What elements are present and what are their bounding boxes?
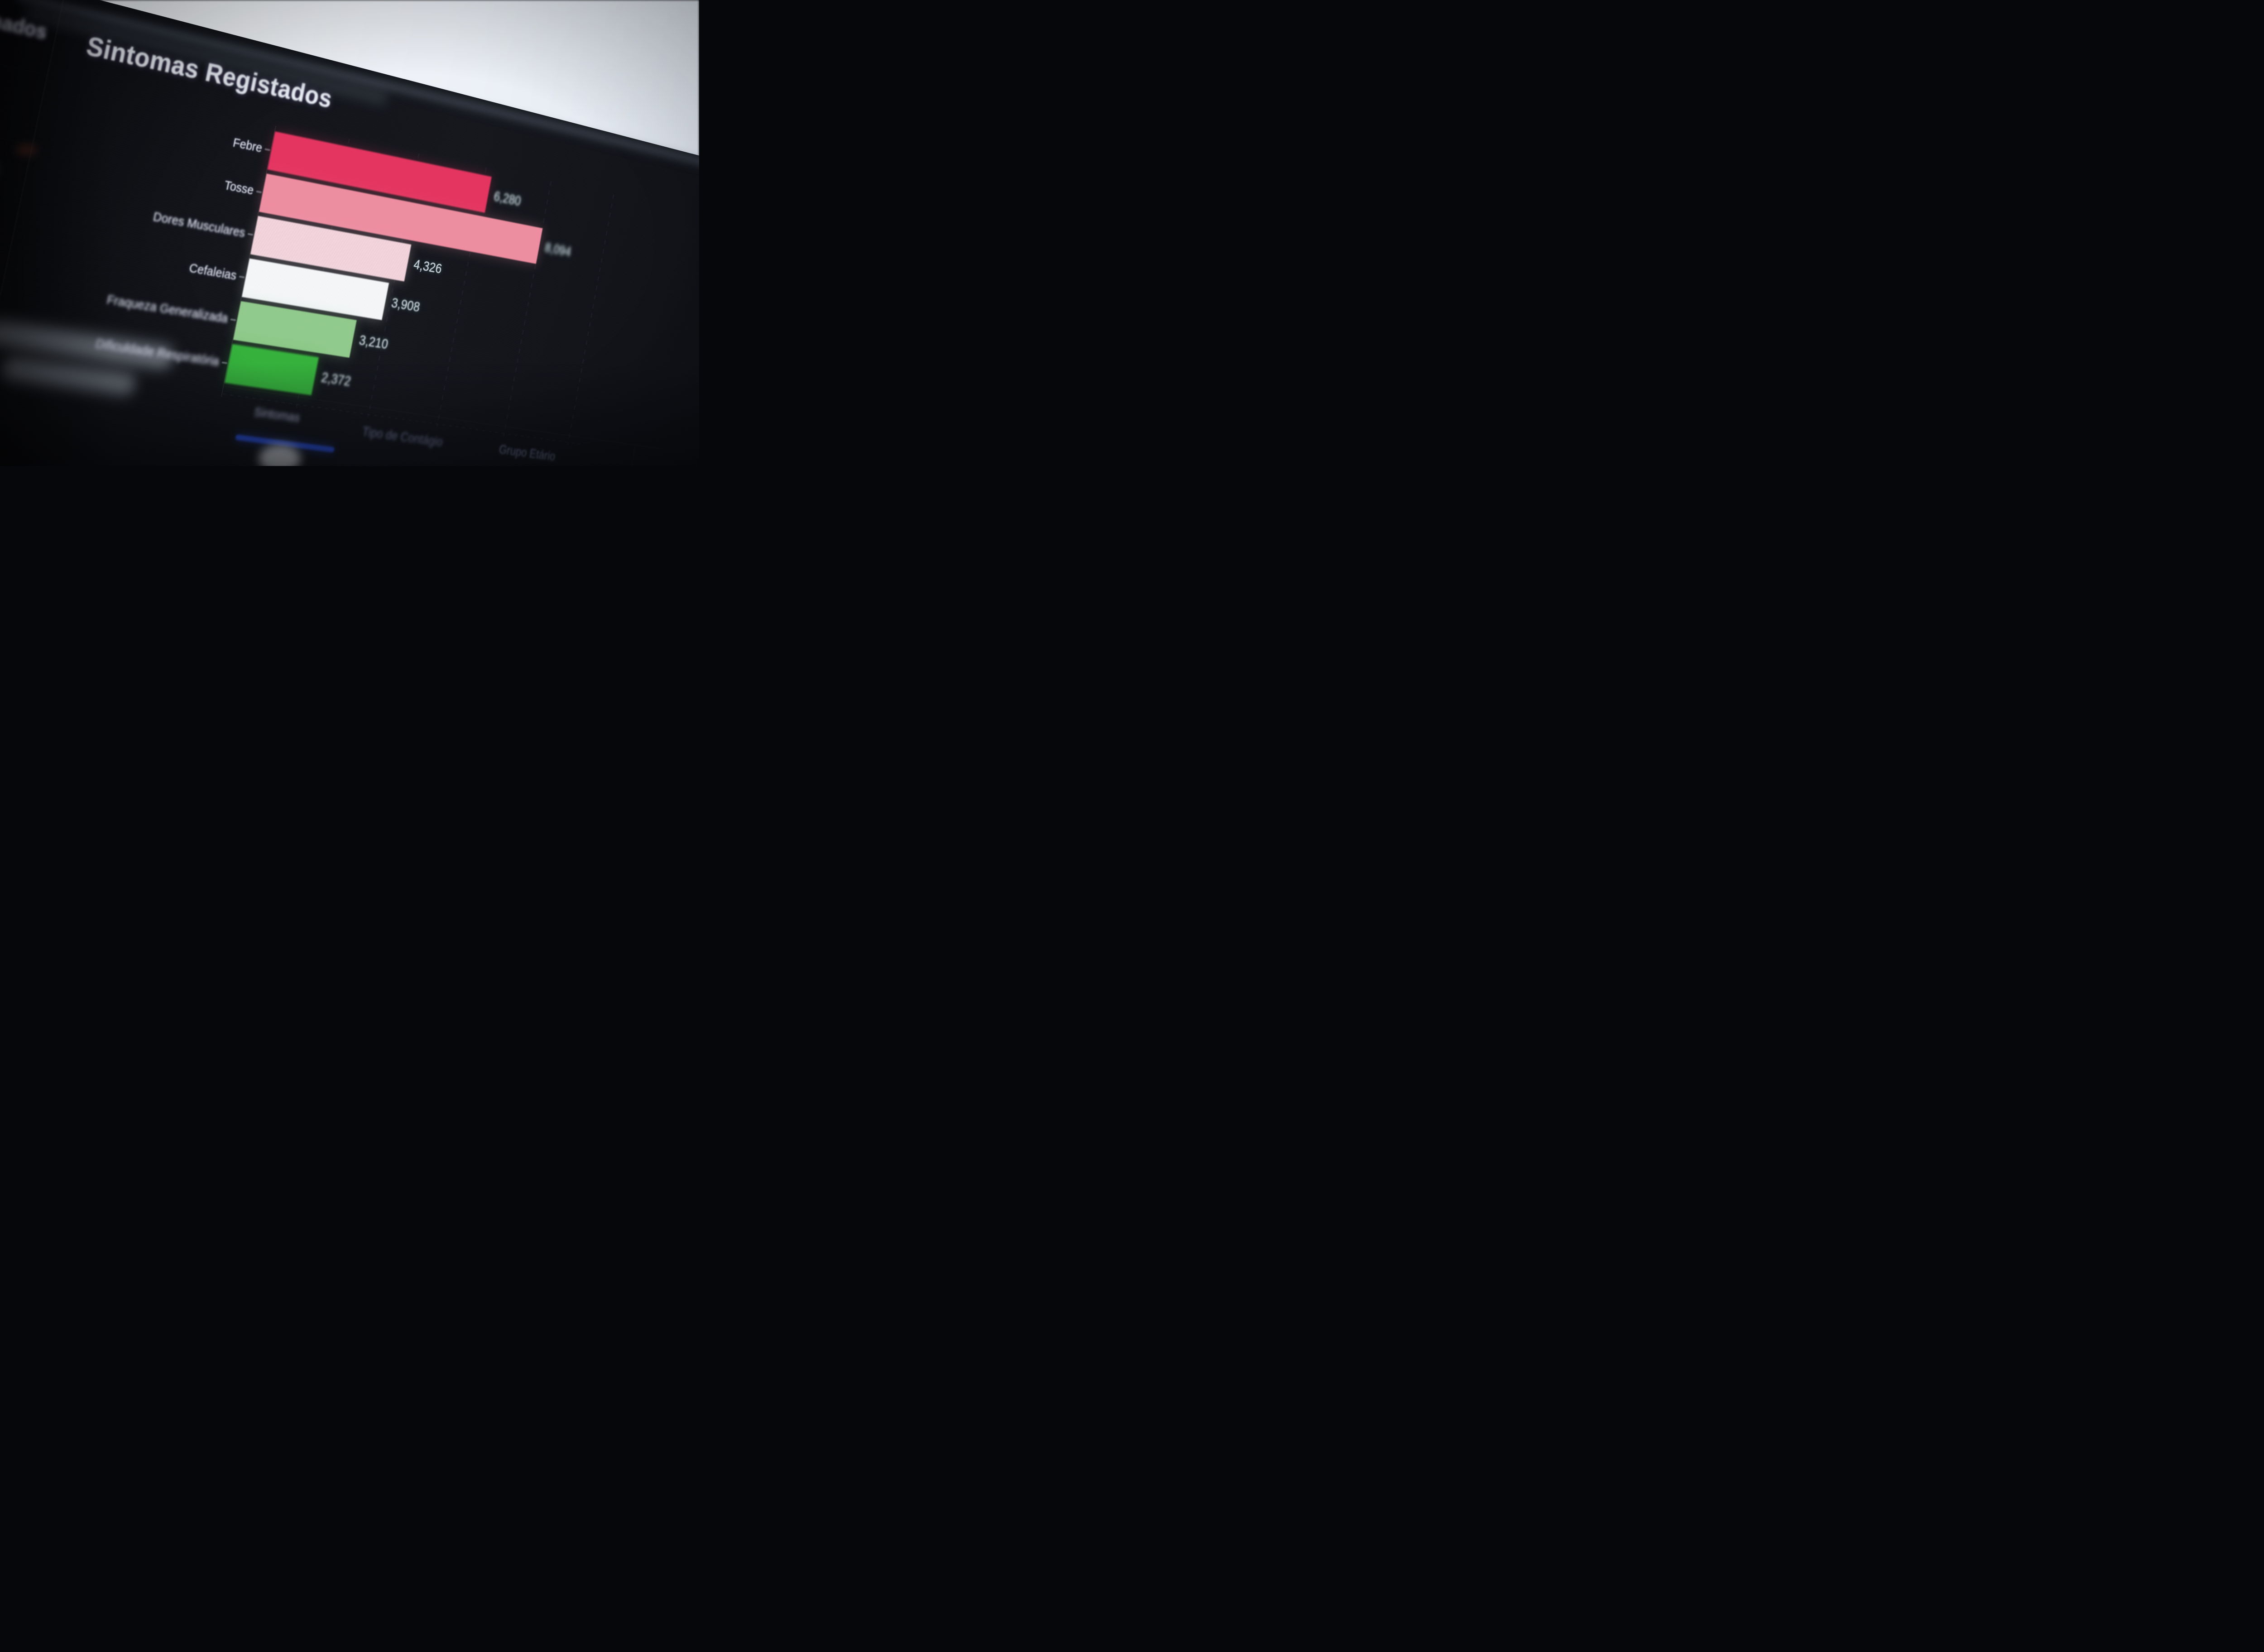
sidebar-heading-fragment: mados [0, 7, 49, 44]
axis-tick [264, 148, 271, 151]
tab-sintomas[interactable]: Sintomas [253, 405, 302, 425]
value-label-cefaleias: 3,908 [390, 295, 422, 315]
axis-tick [221, 361, 228, 364]
axis-tick [239, 275, 245, 279]
value-label-fraqueza-generalizada: 3,210 [358, 332, 390, 352]
dashboard-screen: mados Sintomas Registados Febre 6,280 Toss… [0, 0, 699, 466]
axis-tick [230, 318, 236, 322]
value-label-dores-musculares: 4,326 [412, 256, 443, 277]
bar-chart: Febre 6,280 Tosse 8,094 Dores Musculares 4,32… [0, 0, 699, 395]
value-label-dificuldade-respiratoria: 2,372 [320, 369, 352, 389]
tab-tipo-de-contagio[interactable]: Tipo de Contágio [361, 424, 444, 450]
value-label-febre: 6,280 [493, 188, 523, 209]
axis-tick [256, 190, 262, 193]
bar-dificuldade-respiratoria[interactable] [224, 344, 319, 395]
panel-border [579, 447, 636, 466]
axis-tick [247, 233, 254, 236]
tab-grupo-etario[interactable]: Grupo Etário [498, 442, 557, 464]
sidebar-blurred-dot [15, 144, 37, 156]
photo-of-monitor: mados Sintomas Registados Febre 6,280 Toss… [0, 0, 699, 466]
value-label-tosse: 8,094 [543, 240, 572, 259]
sidebar-divider [0, 48, 47, 75]
